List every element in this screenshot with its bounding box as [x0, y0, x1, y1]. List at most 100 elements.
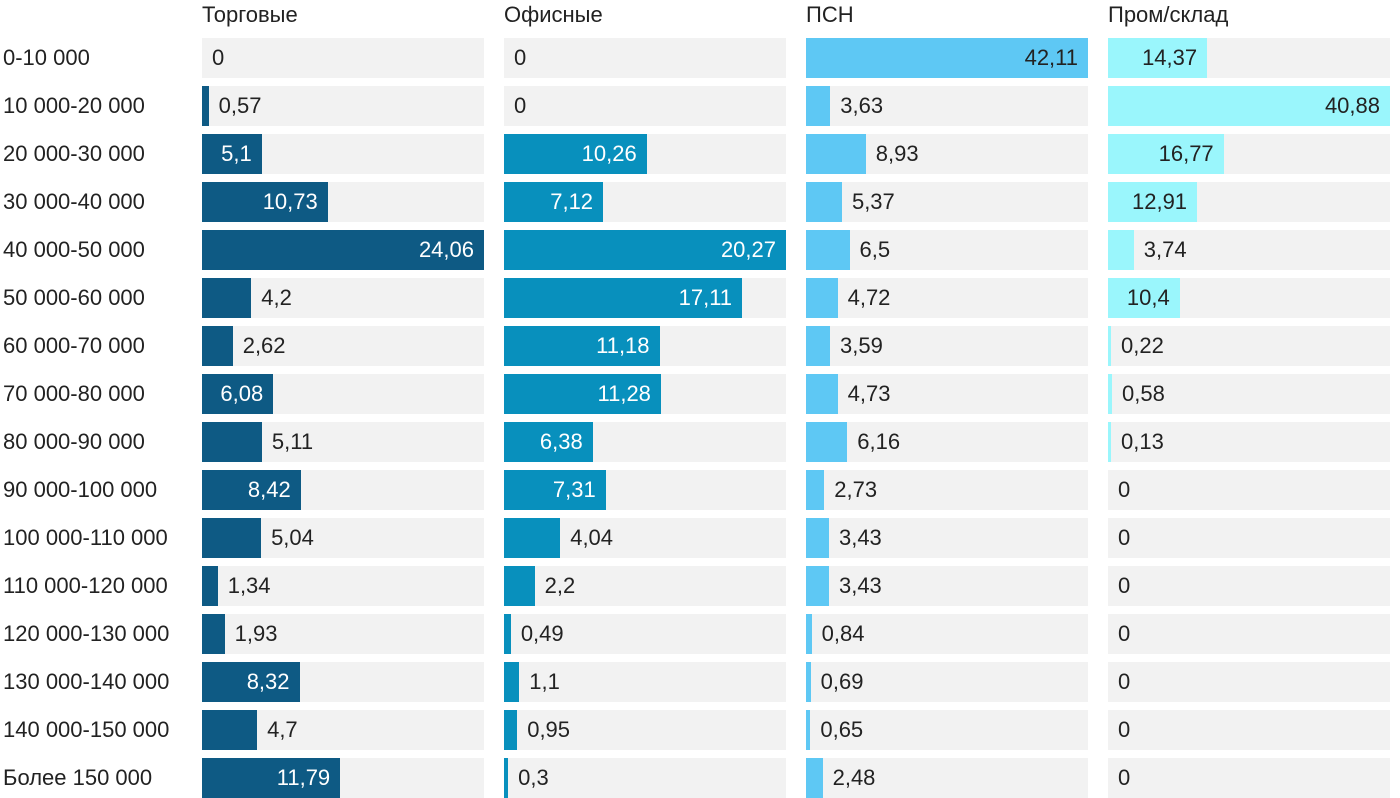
bar-track: [806, 230, 1088, 270]
row-label: 120 000-130 000: [3, 621, 170, 646]
data-label: 20,27: [720, 237, 776, 262]
data-label: 2,73: [834, 477, 878, 502]
bar: [202, 86, 209, 126]
data-label: 1,93: [234, 621, 278, 646]
bar: [504, 230, 786, 270]
row-label: Более 150 000: [3, 765, 153, 790]
data-label: 4,72: [847, 285, 891, 310]
bar: [1108, 278, 1180, 318]
bar-track: [1108, 470, 1390, 510]
data-label: 8,42: [247, 477, 291, 502]
data-label: 0,69: [820, 669, 864, 694]
data-label: 24,06: [418, 237, 474, 262]
data-label: 0,65: [820, 717, 864, 742]
bar: [504, 710, 518, 750]
bar-track: [1108, 230, 1390, 270]
data-label: 0: [1118, 717, 1131, 742]
row-label: 30 000-40 000: [3, 189, 145, 214]
bar-track: [504, 614, 786, 654]
data-label: 7,31: [552, 477, 596, 502]
bar-track: [806, 566, 1088, 606]
data-label: 3,43: [838, 525, 882, 550]
data-label: 0: [514, 45, 527, 70]
data-label: 3,63: [840, 93, 884, 118]
bar: [806, 758, 823, 798]
data-label: 42,11: [1024, 45, 1078, 70]
row-label: 0-10 000: [3, 45, 90, 70]
data-label: 4,73: [847, 381, 891, 406]
bar-track: [806, 758, 1088, 798]
row-label: 80 000-90 000: [3, 429, 145, 454]
bar: [504, 182, 604, 222]
data-label: 12,91: [1131, 189, 1188, 214]
bar: [1108, 86, 1390, 126]
bar: [806, 230, 850, 270]
bar: [202, 662, 300, 702]
bar: [202, 278, 252, 318]
bar-track: [806, 710, 1088, 750]
bar: [202, 182, 328, 222]
bar: [806, 422, 848, 462]
data-label: 0: [1118, 621, 1131, 646]
data-label: 8,32: [246, 669, 290, 694]
bar: [202, 230, 484, 270]
data-label: 5,11: [271, 429, 314, 454]
bar: [202, 470, 301, 510]
row-label: 40 000-50 000: [3, 237, 145, 262]
data-label: 0: [1118, 525, 1131, 550]
data-label: 7,12: [550, 189, 594, 214]
bar: [504, 134, 647, 174]
data-label: 6,08: [220, 381, 264, 406]
bar-track: [1108, 374, 1390, 414]
bar-track: [1108, 518, 1390, 558]
bar: [1108, 422, 1111, 462]
column-header: Офисные: [504, 2, 603, 27]
bar-track: [504, 566, 786, 606]
data-label: 6,5: [859, 237, 891, 262]
row-label: 20 000-30 000: [3, 141, 145, 166]
bar-track: [504, 758, 786, 798]
bar-track: [1108, 758, 1390, 798]
bar: [806, 278, 838, 318]
bar: [504, 758, 509, 798]
row-label: 140 000-150 000: [3, 717, 170, 742]
bar: [504, 470, 606, 510]
data-label: 11,79: [276, 765, 331, 790]
bar: [806, 614, 812, 654]
data-label: 10,73: [262, 189, 318, 214]
data-label: 0,95: [527, 717, 571, 742]
data-label: 6,16: [857, 429, 901, 454]
data-label: 10,26: [581, 141, 637, 166]
bar-track: [806, 662, 1088, 702]
bar-track: [1108, 710, 1390, 750]
data-label: 4,2: [261, 285, 292, 310]
data-label: 0,13: [1121, 429, 1164, 454]
bar: [1108, 182, 1198, 222]
bar-track: [806, 374, 1088, 414]
bar: [806, 710, 811, 750]
bar-track: [504, 86, 786, 126]
bar: [504, 518, 561, 558]
bar-track: [504, 38, 786, 78]
bar: [1108, 326, 1111, 366]
bar-track: [1108, 662, 1390, 702]
data-label: 0,84: [821, 621, 865, 646]
bar: [202, 374, 274, 414]
data-label: 2,48: [832, 765, 876, 790]
bar-track: [806, 470, 1088, 510]
data-label: 10,4: [1126, 285, 1170, 310]
bar: [202, 326, 233, 366]
bar: [202, 758, 341, 798]
data-label: 4,04: [570, 525, 614, 550]
bar-track: [806, 86, 1088, 126]
data-label: 0,58: [1122, 381, 1165, 406]
bar-track: [806, 422, 1088, 462]
data-label: 17,11: [678, 285, 733, 310]
bar: [202, 566, 218, 606]
bar: [504, 614, 511, 654]
bar: [504, 278, 743, 318]
bar: [504, 374, 661, 414]
data-label: 3,43: [838, 573, 882, 598]
bar-track: [1108, 614, 1390, 654]
